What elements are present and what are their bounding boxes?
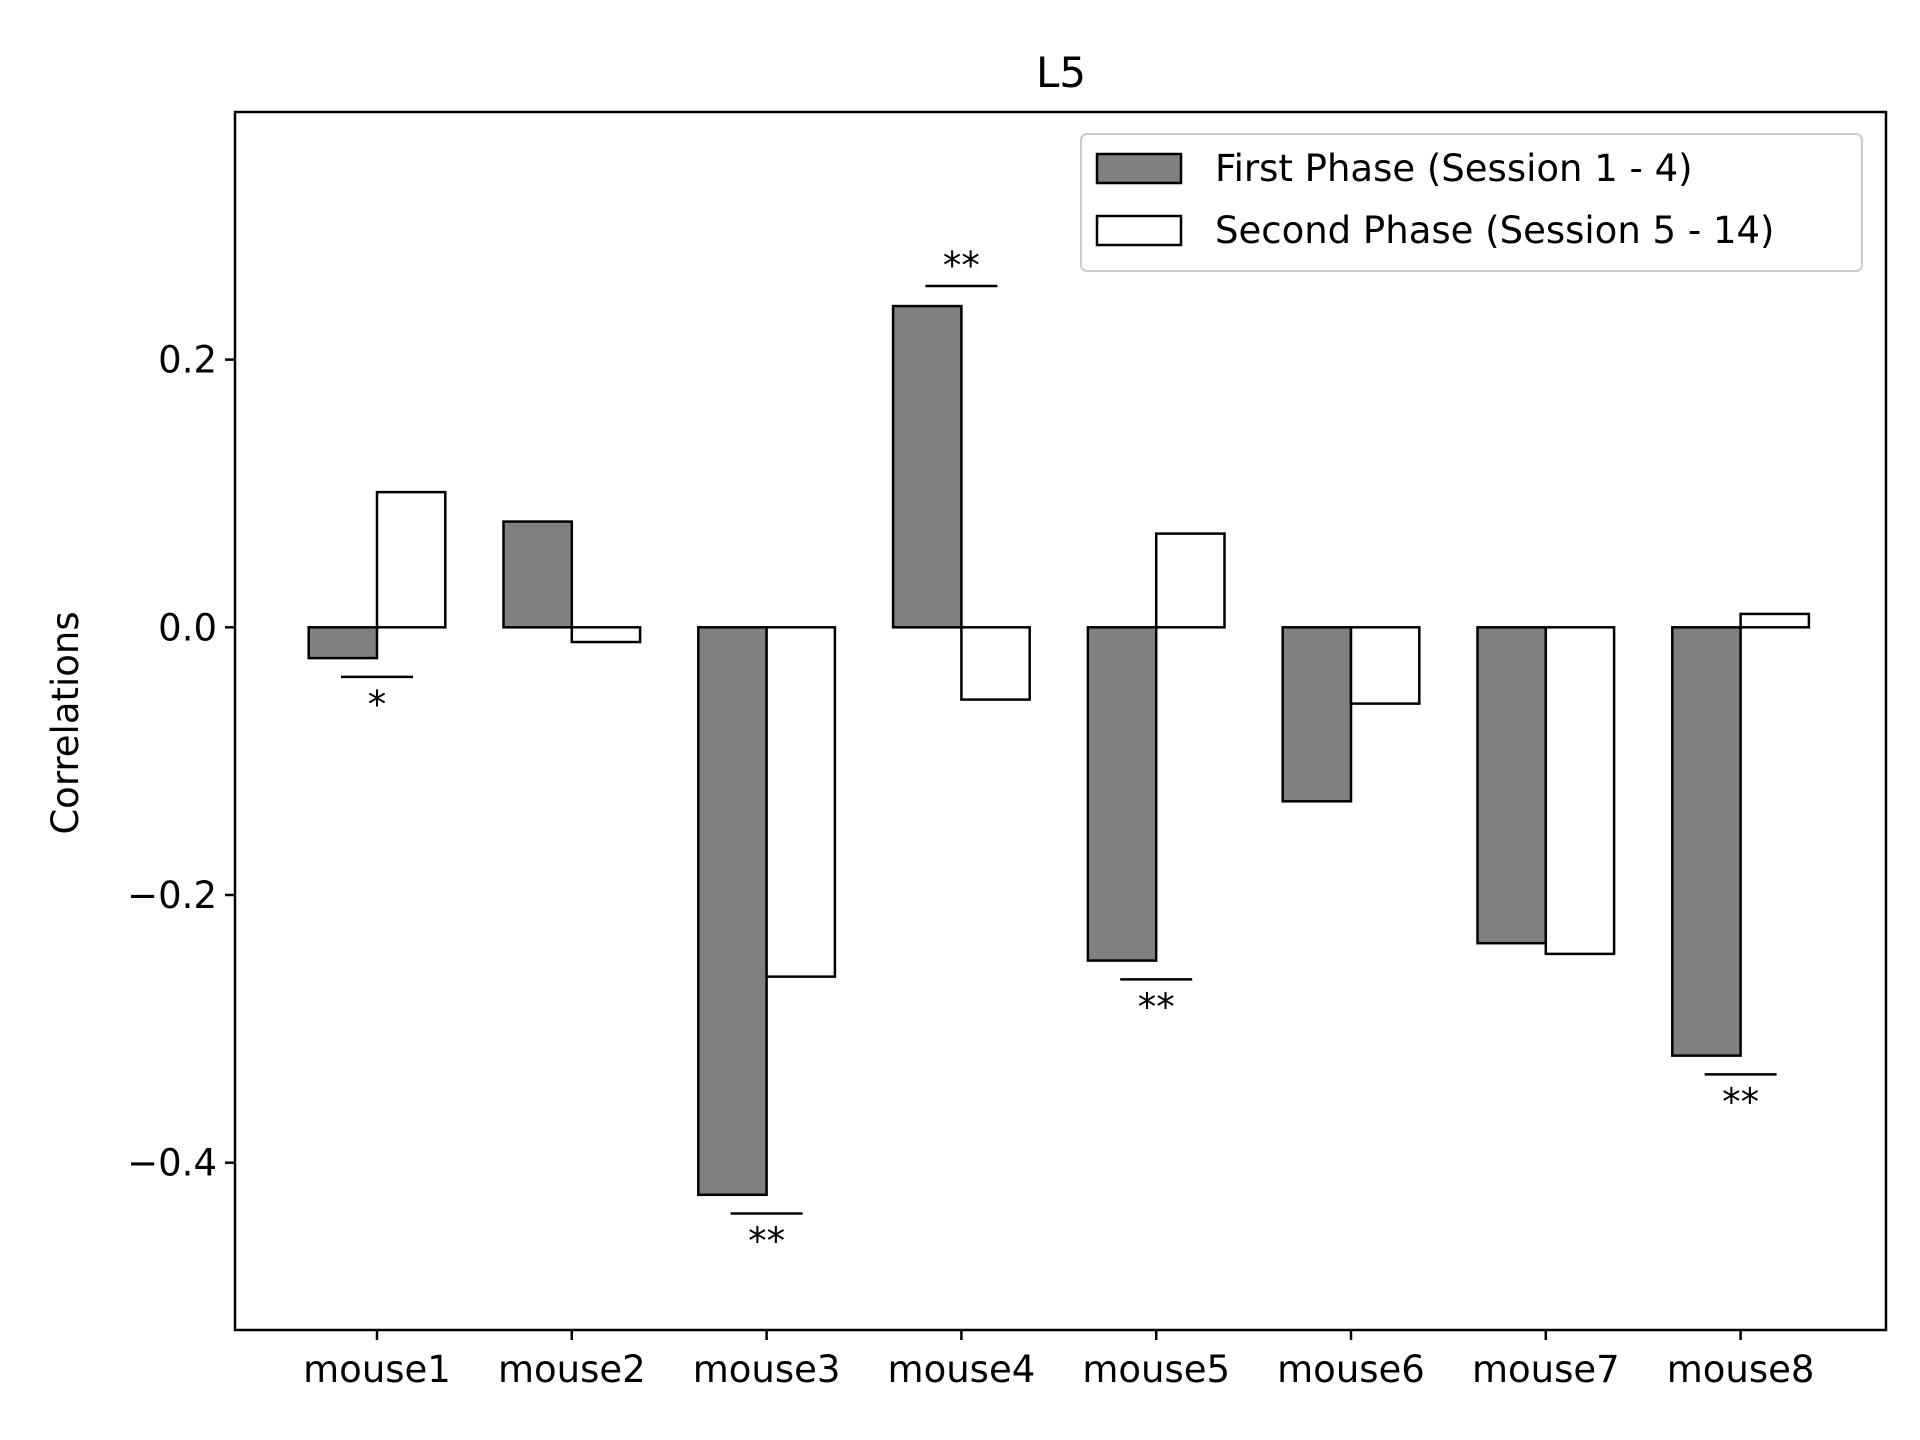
x-tick-label-mouse7: mouse7: [1472, 1348, 1620, 1391]
y-tick-label: −0.4: [127, 1142, 217, 1185]
legend: First Phase (Session 1 - 4) Second Phase …: [1080, 133, 1863, 272]
y-tick-label: 0.2: [158, 339, 217, 382]
x-tick-label-mouse2: mouse2: [498, 1348, 646, 1391]
bar-first-phase-mouse2: [502, 520, 574, 629]
significance-label-mouse8: **: [1722, 1080, 1759, 1123]
bar-second-phase-mouse8: [1739, 612, 1811, 629]
significance-label-mouse4: **: [943, 244, 980, 287]
legend-swatch-second-phase: [1095, 214, 1183, 247]
bar-first-phase-mouse4: [891, 304, 963, 629]
significance-label-mouse5: **: [1138, 985, 1175, 1028]
significance-label-mouse3: **: [748, 1220, 785, 1263]
x-tick-label-mouse4: mouse4: [888, 1348, 1036, 1391]
legend-label-second-phase: Second Phase (Session 5 - 14): [1215, 209, 1774, 252]
legend-swatch-first-phase: [1095, 152, 1183, 185]
x-tick-label-mouse8: mouse8: [1667, 1348, 1815, 1391]
legend-box: [1080, 133, 1863, 272]
bar-second-phase-mouse7: [1544, 626, 1616, 956]
x-tick-label-mouse1: mouse1: [303, 1348, 451, 1391]
y-tick-label: 0.0: [158, 606, 217, 649]
significance-layer: *********: [341, 244, 1777, 1263]
bar-first-phase-mouse6: [1281, 626, 1353, 803]
bar-second-phase-mouse5: [1154, 532, 1226, 629]
bar-first-phase-mouse1: [307, 626, 379, 660]
y-tick-label: −0.2: [127, 874, 217, 917]
x-tick-label-mouse3: mouse3: [693, 1348, 841, 1391]
x-tick-label-mouse5: mouse5: [1082, 1348, 1230, 1391]
x-tick-label-mouse6: mouse6: [1277, 1348, 1425, 1391]
bar-first-phase-mouse7: [1476, 626, 1548, 945]
bars-layer: [307, 304, 1811, 1197]
y-axis-label: Correlations: [44, 611, 87, 834]
plot-frame: [233, 110, 1888, 1332]
chart-title: L5: [1036, 48, 1086, 97]
bar-second-phase-mouse4: [960, 626, 1031, 701]
significance-label-mouse1: *: [368, 683, 387, 726]
y-axis: 0.2 0.0 −0.2 −0.4: [127, 339, 235, 1185]
bar-first-phase-mouse3: [697, 626, 768, 1197]
bar-second-phase-mouse3: [765, 626, 837, 978]
bar-second-phase-mouse2: [570, 626, 642, 644]
bar-second-phase-mouse1: [375, 490, 447, 629]
bar-first-phase-mouse5: [1086, 626, 1158, 962]
legend-label-first-phase: First Phase (Session 1 - 4): [1215, 147, 1693, 190]
bar-second-phase-mouse6: [1349, 626, 1421, 705]
bar-first-phase-mouse8: [1671, 626, 1742, 1057]
x-axis: mouse1 mouse2 mouse3 mouse4 mouse5 mouse6 mous…: [303, 1330, 1814, 1391]
